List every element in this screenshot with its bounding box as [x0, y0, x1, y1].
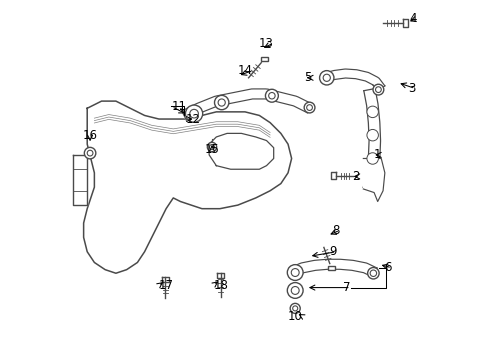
Circle shape	[287, 283, 303, 298]
Polygon shape	[363, 89, 381, 190]
Text: 3: 3	[408, 82, 416, 95]
Polygon shape	[182, 89, 312, 120]
Circle shape	[266, 89, 278, 102]
Circle shape	[186, 105, 203, 122]
Circle shape	[319, 71, 334, 85]
Text: 16: 16	[83, 129, 98, 142]
Text: 10: 10	[288, 310, 302, 323]
Polygon shape	[290, 259, 377, 277]
Circle shape	[373, 84, 384, 95]
Circle shape	[367, 106, 378, 118]
Text: 13: 13	[259, 36, 274, 50]
Polygon shape	[364, 158, 385, 202]
Circle shape	[290, 303, 300, 314]
Text: 11: 11	[172, 100, 187, 113]
Text: 14: 14	[237, 64, 252, 77]
Polygon shape	[73, 155, 87, 205]
Text: 4: 4	[410, 12, 417, 25]
Circle shape	[215, 95, 229, 110]
FancyBboxPatch shape	[328, 266, 335, 270]
Text: 12: 12	[186, 113, 201, 126]
Text: 9: 9	[329, 245, 337, 258]
Text: 7: 7	[343, 281, 351, 294]
Circle shape	[207, 142, 217, 152]
Text: 8: 8	[333, 224, 340, 237]
Text: 18: 18	[214, 279, 228, 292]
Text: 2: 2	[352, 170, 360, 183]
Polygon shape	[209, 134, 274, 169]
FancyBboxPatch shape	[261, 57, 268, 61]
Polygon shape	[84, 101, 292, 273]
Circle shape	[367, 130, 378, 141]
Circle shape	[367, 153, 378, 164]
Circle shape	[304, 102, 315, 113]
Circle shape	[287, 265, 303, 280]
Text: 1: 1	[374, 148, 381, 161]
Text: 6: 6	[385, 261, 392, 274]
Text: 15: 15	[204, 143, 220, 156]
Text: 5: 5	[304, 71, 311, 84]
Polygon shape	[323, 69, 385, 91]
Text: 17: 17	[158, 279, 173, 292]
Circle shape	[368, 267, 379, 279]
Circle shape	[84, 147, 96, 159]
